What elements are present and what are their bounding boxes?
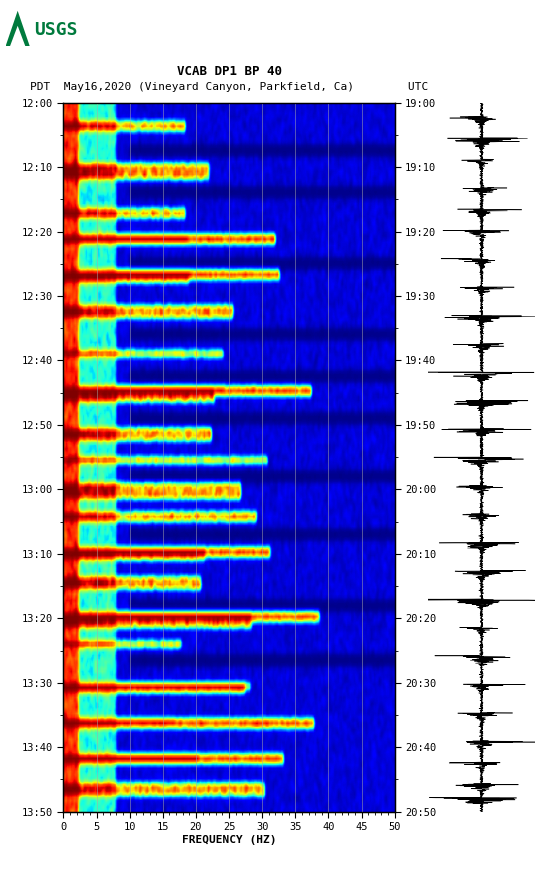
Text: USGS: USGS <box>34 21 78 38</box>
Text: PDT  May16,2020 (Vineyard Canyon, Parkfield, Ca)        UTC: PDT May16,2020 (Vineyard Canyon, Parkfie… <box>30 82 428 92</box>
X-axis label: FREQUENCY (HZ): FREQUENCY (HZ) <box>182 835 277 845</box>
Polygon shape <box>6 11 30 46</box>
Polygon shape <box>10 26 25 46</box>
Text: VCAB DP1 BP 40: VCAB DP1 BP 40 <box>177 65 282 78</box>
